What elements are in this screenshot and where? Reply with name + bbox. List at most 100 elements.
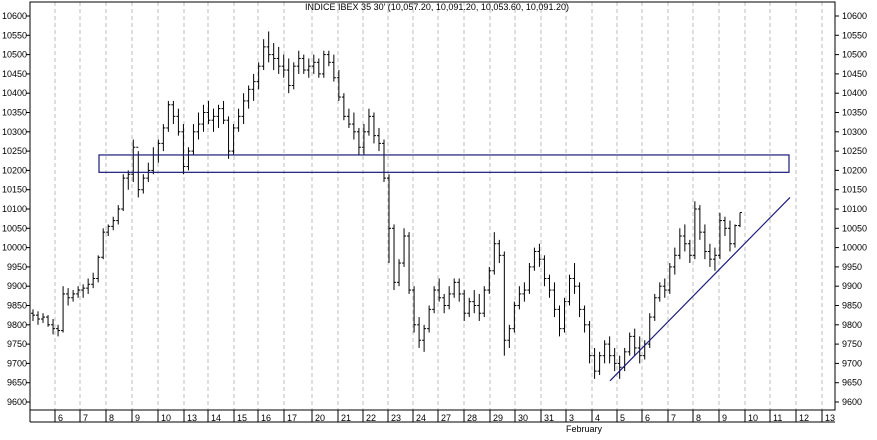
price-bar xyxy=(482,286,487,318)
price-bar xyxy=(371,112,376,144)
y-tick-label-left: 9900 xyxy=(7,281,27,291)
price-bar xyxy=(51,319,56,335)
price-bar xyxy=(517,286,522,310)
x-tick-label: 7 xyxy=(83,413,88,423)
price-bar xyxy=(417,317,422,348)
price-bar xyxy=(121,174,126,211)
price-bar xyxy=(532,247,537,271)
price-bar xyxy=(341,93,346,121)
price-bar xyxy=(311,54,316,74)
price-bar xyxy=(422,324,427,352)
y-tick-label-left: 10000 xyxy=(2,243,27,253)
x-tick-label: 8 xyxy=(109,413,114,423)
price-bar xyxy=(291,62,296,90)
x-tick-label: 6 xyxy=(645,413,650,423)
price-bar xyxy=(582,305,587,333)
price-bar xyxy=(597,351,602,375)
price-bar xyxy=(522,282,527,302)
y-tick-label-right: 10150 xyxy=(842,185,867,195)
price-bar xyxy=(452,278,457,298)
price-bar xyxy=(677,228,682,260)
price-bar xyxy=(442,293,447,314)
price-bar xyxy=(567,274,572,306)
price-bar xyxy=(467,297,472,318)
y-tick-label-right: 9950 xyxy=(842,262,862,272)
price-bar xyxy=(562,297,567,333)
price-bar xyxy=(56,324,61,337)
price-bar xyxy=(76,286,81,298)
y-tick-label-right: 10300 xyxy=(842,127,867,137)
price-bar xyxy=(361,124,366,155)
price-bar xyxy=(271,43,276,71)
y-tick-label-left: 10550 xyxy=(2,30,27,40)
price-bar xyxy=(437,278,442,302)
price-bar xyxy=(402,228,407,267)
price-bar xyxy=(462,290,467,321)
price-bar xyxy=(397,259,402,287)
price-bar xyxy=(171,100,176,125)
x-tick-label: 21 xyxy=(341,413,351,423)
price-bar xyxy=(427,305,432,333)
x-tick-label: 14 xyxy=(211,413,221,423)
x-tick-label: 29 xyxy=(493,413,503,423)
price-bar xyxy=(727,220,732,252)
price-bar xyxy=(387,174,392,264)
price-bar xyxy=(326,50,331,67)
price-bar xyxy=(577,282,582,318)
x-tick-label: 17 xyxy=(287,413,297,423)
y-tick-label-left: 10250 xyxy=(2,146,27,156)
x-tick-label: 27 xyxy=(441,413,451,423)
price-bar xyxy=(276,46,281,74)
price-bar xyxy=(346,108,351,128)
y-tick-label-left: 10300 xyxy=(2,127,27,137)
price-bar xyxy=(166,100,171,132)
price-bar xyxy=(652,293,657,321)
x-sublabel: February xyxy=(566,424,603,434)
price-bar xyxy=(201,104,206,132)
price-bar xyxy=(697,205,702,240)
price-bar xyxy=(306,58,311,78)
price-bar xyxy=(487,266,492,294)
x-tick-label: 10 xyxy=(161,413,171,423)
price-bar xyxy=(602,340,607,364)
price-bar xyxy=(101,228,106,260)
x-tick-label: 6 xyxy=(58,413,63,423)
y-tick-label-right: 9650 xyxy=(842,378,862,388)
price-bar xyxy=(236,108,241,132)
price-bar xyxy=(366,108,371,136)
y-tick-label-right: 10050 xyxy=(842,223,867,233)
x-tick-label: 31 xyxy=(544,413,554,423)
price-bar xyxy=(186,147,191,171)
price-bar xyxy=(286,58,291,94)
price-bar xyxy=(46,315,51,327)
price-bar xyxy=(196,112,201,140)
y-tick-label-left: 10450 xyxy=(2,69,27,79)
x-tick-label: 13 xyxy=(825,413,835,423)
x-tick-label: 4 xyxy=(595,413,600,423)
x-tick-label: 16 xyxy=(261,413,271,423)
price-bar xyxy=(732,224,737,248)
price-bar xyxy=(672,247,677,275)
price-bar xyxy=(131,139,136,182)
price-bar xyxy=(512,301,517,333)
price-bar xyxy=(141,174,146,194)
y-tick-label-right: 10000 xyxy=(842,243,867,253)
price-bar xyxy=(612,347,617,372)
price-bar xyxy=(161,124,166,152)
y-tick-label-left: 9950 xyxy=(7,262,27,272)
x-axis: 6 7 8 9 10 13 14 15 16 17 20 21 22 23 24 27 28 29 30 31 3 4 5 6… xyxy=(29,410,835,434)
x-tick-label: 7 xyxy=(671,413,676,423)
y-tick-label-left: 9650 xyxy=(7,378,27,388)
price-bar xyxy=(96,255,101,283)
y-tick-label-left: 9700 xyxy=(7,358,27,368)
x-tick-label: 22 xyxy=(366,413,376,423)
price-bar xyxy=(176,108,181,136)
price-bar xyxy=(492,232,497,275)
x-tick-label: 30 xyxy=(518,413,528,423)
price-bar xyxy=(592,347,597,379)
price-bar xyxy=(572,263,577,294)
price-bar xyxy=(206,100,211,125)
price-bar xyxy=(632,328,637,356)
price-bar xyxy=(301,54,306,74)
